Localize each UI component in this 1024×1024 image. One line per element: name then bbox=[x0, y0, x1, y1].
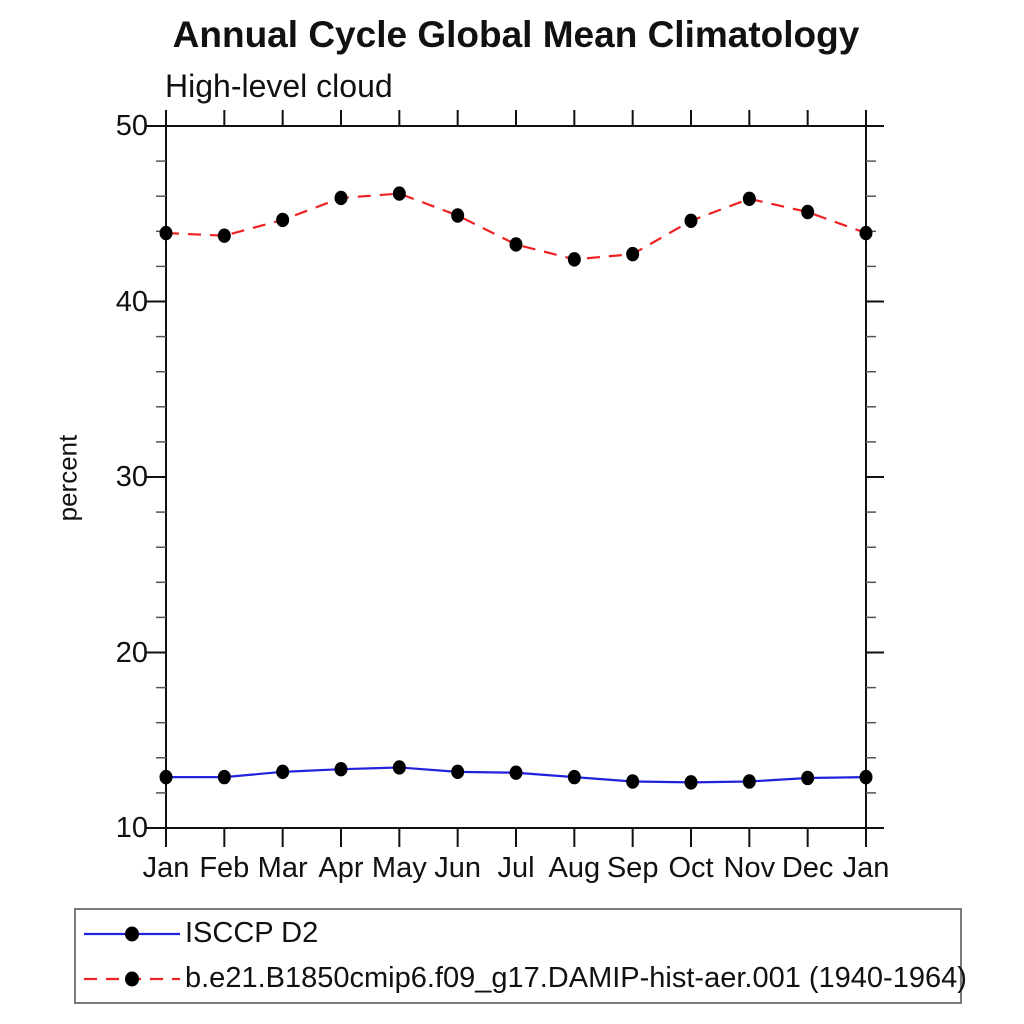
y-tick-label: 50 bbox=[115, 110, 148, 142]
data-point-marker-1 bbox=[801, 204, 815, 220]
legend-row-isccp: ISCCP D2 bbox=[81, 916, 960, 952]
data-point-marker-0 bbox=[217, 769, 231, 785]
data-point-marker-0 bbox=[859, 769, 873, 785]
data-point-marker-0 bbox=[509, 765, 523, 780]
x-tick-label: May bbox=[371, 852, 427, 884]
data-point-marker-0 bbox=[742, 774, 756, 789]
x-tick-label: Nov bbox=[723, 852, 776, 884]
legend-sample-dashed-line bbox=[84, 971, 180, 986]
data-point-marker-0 bbox=[626, 774, 640, 789]
data-point-marker-0 bbox=[334, 762, 348, 777]
data-point-marker-1 bbox=[276, 212, 290, 228]
data-point-marker-1 bbox=[217, 228, 231, 243]
data-point-marker-1 bbox=[859, 225, 873, 241]
x-tick-label: Sep bbox=[606, 852, 659, 884]
data-point-marker-1 bbox=[626, 246, 640, 262]
legend-label-isccp: ISCCP D2 bbox=[185, 917, 319, 949]
x-tick-label: Aug bbox=[548, 852, 601, 884]
x-tick-label: Feb bbox=[199, 852, 250, 884]
y-tick-label: 10 bbox=[115, 812, 148, 844]
data-point-marker-1 bbox=[392, 186, 406, 201]
data-point-marker-1 bbox=[509, 237, 523, 252]
x-tick-label: Jan bbox=[142, 852, 190, 884]
data-point-marker-0 bbox=[392, 760, 406, 775]
x-tick-label: Jul bbox=[497, 852, 535, 884]
x-tick-label: Apr bbox=[318, 852, 364, 884]
legend-label-model: b.e21.B1850cmip6.f09_g17.DAMIP-hist-aer.… bbox=[185, 962, 967, 994]
x-tick-label: Mar bbox=[257, 852, 308, 884]
x-tick-label: Oct bbox=[668, 852, 714, 884]
data-point-marker-1 bbox=[742, 191, 756, 207]
data-point-marker-0 bbox=[684, 775, 698, 790]
data-point-marker-0 bbox=[276, 764, 290, 780]
y-tick-label: 20 bbox=[115, 636, 148, 669]
legend-box: ISCCP D2 b.e21.B1850cmip6.f09_g17.DAMIP-… bbox=[74, 908, 967, 1004]
x-tick-label: Jan bbox=[842, 852, 890, 884]
data-point-marker-0 bbox=[451, 764, 465, 780]
legend-sample-solid-line bbox=[84, 926, 180, 941]
legend-marker-dot bbox=[125, 971, 139, 986]
legend-row-model: b.e21.B1850cmip6.f09_g17.DAMIP-hist-aer.… bbox=[81, 961, 967, 997]
data-point-marker-1 bbox=[684, 213, 698, 228]
y-tick-label: 40 bbox=[115, 285, 148, 318]
legend-marker-dot bbox=[125, 926, 139, 941]
x-tick-label: Jun bbox=[434, 852, 482, 884]
data-point-marker-0 bbox=[567, 769, 581, 785]
data-point-marker-1 bbox=[451, 208, 465, 223]
data-point-marker-1 bbox=[567, 252, 581, 267]
chart-title: Annual Cycle Global Mean Climatology bbox=[172, 14, 860, 55]
chart-subtitle: High-level cloud bbox=[165, 68, 393, 104]
plot-frame bbox=[165, 125, 867, 829]
x-tick-label: Dec bbox=[781, 852, 834, 884]
y-tick-label: 30 bbox=[115, 461, 148, 493]
data-point-marker-0 bbox=[801, 770, 815, 786]
data-point-marker-0 bbox=[159, 769, 173, 785]
data-point-marker-1 bbox=[159, 225, 173, 241]
data-point-marker-1 bbox=[334, 190, 348, 206]
